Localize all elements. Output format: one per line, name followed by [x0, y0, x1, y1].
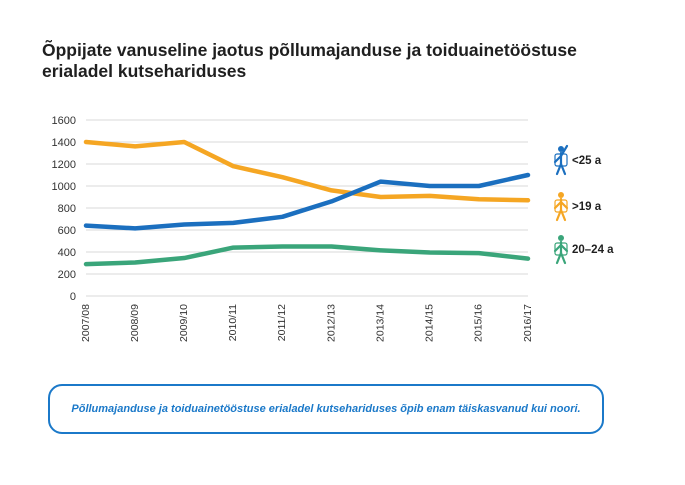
- x-axis-tick-labels: 2007/08 2008/09 2009/10 2010/11 2011/12 2012/…: [80, 304, 534, 342]
- summary-box: Põllumajanduse ja toiduainetööstuse eria…: [48, 384, 604, 434]
- x-tick-label: 2009/10: [178, 304, 190, 342]
- legend-label: >19 a: [572, 201, 602, 213]
- legend-item: >19 a: [553, 192, 602, 222]
- x-tick-label: 2010/11: [227, 304, 239, 341]
- legend-item: <25 a: [553, 144, 602, 176]
- young-figure-raised-arm-icon: [553, 144, 569, 176]
- series-line-0: [83, 139, 531, 203]
- legend-label: <25 a: [572, 155, 602, 167]
- y-tick-label: 600: [58, 225, 76, 237]
- y-tick-label: 1600: [52, 115, 76, 127]
- x-tick-label: 2013/14: [374, 304, 386, 342]
- adult-figure-icon: [553, 192, 569, 222]
- y-tick-label: 1400: [52, 137, 76, 149]
- x-tick-label: 2014/15: [424, 304, 436, 342]
- series-line-2: [83, 244, 531, 267]
- young-figure-icon: [553, 235, 569, 265]
- legend-label: 20–24 a: [572, 244, 614, 256]
- y-tick-label: 0: [70, 291, 76, 303]
- legend-item: 20–24 a: [553, 235, 614, 265]
- y-tick-label: 1200: [52, 159, 76, 171]
- y-axis-tick-labels: 0 200 400 600 800 1000 1200 1400 1600: [52, 115, 76, 303]
- x-tick-label: 2012/13: [325, 304, 337, 342]
- y-tick-label: 1000: [52, 181, 76, 193]
- x-tick-label: 2007/08: [80, 304, 92, 342]
- y-tick-label: 400: [58, 247, 76, 259]
- y-tick-label: 800: [58, 203, 76, 215]
- x-tick-label: 2015/16: [473, 304, 485, 342]
- legend: <25 a >19 a 20–24 a: [553, 144, 614, 265]
- y-tick-label: 200: [58, 269, 76, 281]
- series-line-1: [83, 172, 531, 231]
- x-tick-label: 2008/09: [129, 304, 141, 342]
- chart-title: Õppijate vanuseline jaotus põllumajandus…: [42, 40, 577, 81]
- series-lines: [83, 139, 531, 267]
- x-tick-label: 2011/12: [276, 304, 288, 341]
- summary-text: Põllumajanduse ja toiduainetööstuse eria…: [71, 403, 581, 415]
- x-tick-label: 2016/17: [522, 304, 534, 342]
